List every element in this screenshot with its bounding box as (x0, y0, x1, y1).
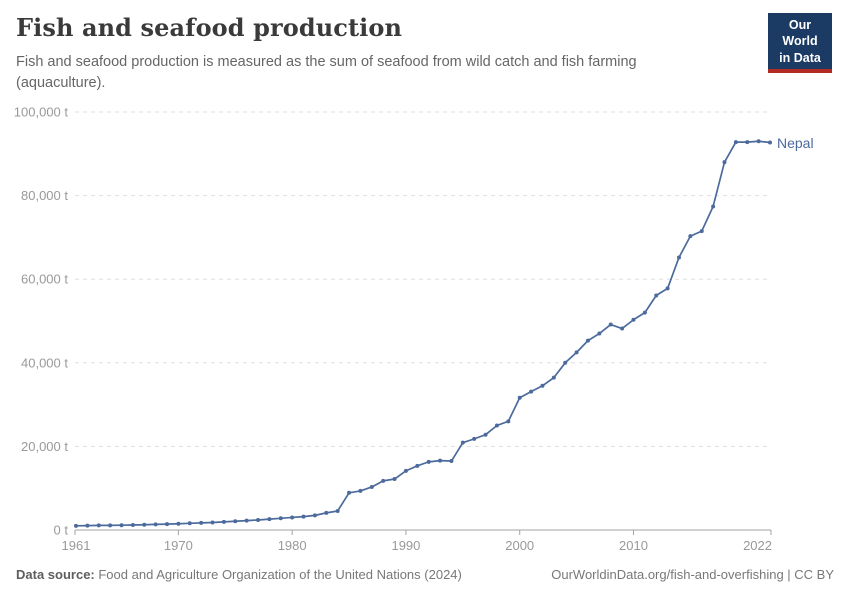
page-title: Fish and seafood production (16, 13, 403, 42)
data-source-label: Data source: (16, 567, 95, 582)
x-axis-tick-label: 2022 (743, 538, 772, 553)
x-axis-tick-label: 1970 (164, 538, 193, 553)
x-axis-tick-label: 1990 (391, 538, 420, 553)
x-axis-tick-label: 1961 (62, 538, 91, 553)
y-axis-tick-label: 0 t (54, 523, 69, 538)
chart-footer: Data source: Food and Agriculture Organi… (16, 567, 834, 582)
y-axis-tick-label: 100,000 t (14, 105, 69, 120)
chart-subtitle: Fish and seafood production is measured … (16, 54, 637, 91)
y-axis-tick-label: 40,000 t (21, 355, 68, 370)
y-axis-tick-label: 80,000 t (21, 188, 68, 203)
y-axis-tick-label: 20,000 t (21, 439, 68, 454)
data-source-note: Data source: Food and Agriculture Organi… (16, 567, 462, 582)
x-axis-tick-label: 1980 (278, 538, 307, 553)
x-axis-tick-label: 2010 (619, 538, 648, 553)
series-end-label-nepal: Nepal (777, 134, 814, 151)
owid-logo[interactable]: Our World in Data (768, 13, 832, 73)
data-source-text: Food and Agriculture Organization of the… (94, 567, 462, 582)
owid-url-link[interactable]: OurWorldinData.org/fish-and-overfishing … (551, 567, 834, 582)
y-axis-tick-label: 60,000 t (21, 272, 68, 287)
x-axis-tick-label: 2000 (505, 538, 534, 553)
series-line-nepal[interactable] (75, 140, 771, 527)
owid-logo-redbar (768, 68, 832, 73)
owid-logo-text: Our World in Data (768, 13, 832, 69)
